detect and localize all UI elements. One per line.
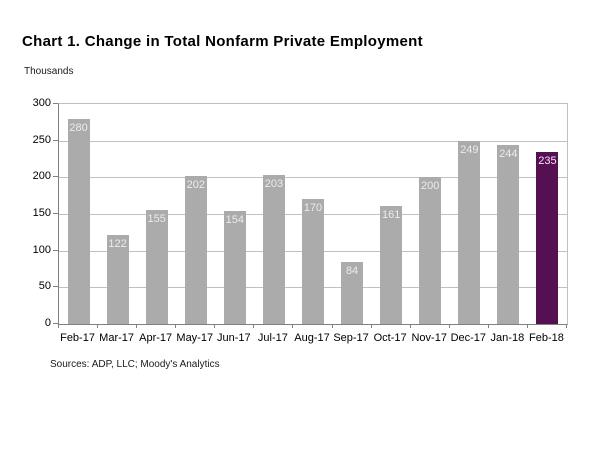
y-axis-label: 50 <box>38 280 51 293</box>
x-axis-tick <box>410 324 411 328</box>
y-axis-label: 150 <box>32 207 51 219</box>
x-axis-label: Feb-17 <box>60 332 95 344</box>
bar: 235 <box>536 151 559 324</box>
x-axis-tick <box>214 324 215 328</box>
x-axis-tick <box>253 324 254 328</box>
bar-value-label: 202 <box>186 178 205 191</box>
bar: 200 <box>419 177 442 324</box>
y-axis-units-label: Thousands <box>24 66 74 77</box>
y-axis-tick <box>53 139 58 141</box>
bar-value-label: 155 <box>147 213 166 226</box>
bar: 249 <box>458 141 481 324</box>
x-axis-label: Feb-18 <box>529 332 564 344</box>
y-axis-label: 0 <box>44 317 51 329</box>
y-axis-label: 200 <box>32 170 51 183</box>
bar: 244 <box>497 145 520 324</box>
x-axis-tick <box>97 324 98 328</box>
x-axis-tick <box>488 324 489 328</box>
bar-value-label: 84 <box>345 265 359 278</box>
x-axis-tick <box>527 324 528 328</box>
x-axis-label: Sep-17 <box>333 332 369 344</box>
x-axis-label: May-17 <box>176 332 214 344</box>
bar-value-label: 200 <box>421 180 440 193</box>
bar-value-label: 235 <box>538 154 557 167</box>
y-axis-tick <box>53 213 58 214</box>
x-axis-tick <box>58 324 59 328</box>
gridline <box>59 140 567 142</box>
y-axis-tick <box>53 176 58 178</box>
bar: 203 <box>262 175 285 324</box>
bar-value-label: 122 <box>108 237 127 250</box>
x-axis-tick <box>175 324 176 328</box>
gridline <box>59 177 567 179</box>
x-axis-label: Oct-17 <box>373 332 407 344</box>
x-axis-label: Apr-17 <box>139 332 173 344</box>
y-axis-label: 100 <box>32 243 51 256</box>
plot-area: 280 122 155 202 154 203 170 84 161 200 249 244 235 <box>58 103 568 325</box>
source-note: Sources: ADP, LLC; Moody's Analytics <box>50 359 220 370</box>
bar: 280 <box>67 118 90 324</box>
x-axis-label: Nov-17 <box>411 332 447 344</box>
bar: 202 <box>184 175 207 324</box>
bar-value-label: 154 <box>225 214 245 227</box>
y-axis-tick <box>53 249 58 251</box>
x-axis-tick <box>371 324 372 328</box>
y-axis-label: 300 <box>32 97 51 109</box>
bar: 155 <box>145 210 168 324</box>
x-axis-label: Mar-17 <box>99 332 135 344</box>
bar-value-label: 244 <box>499 148 518 161</box>
bar-value-label: 203 <box>264 178 284 191</box>
bar: 122 <box>106 234 129 324</box>
x-axis-label: Dec-17 <box>450 332 487 344</box>
x-axis-label: Jun-17 <box>217 332 251 344</box>
bar-value-label: 280 <box>69 121 88 134</box>
x-axis-label: Aug-17 <box>294 332 330 344</box>
bar: 154 <box>223 211 246 324</box>
x-axis-tick <box>136 324 137 328</box>
bar: 84 <box>341 262 364 324</box>
x-axis-tick <box>292 324 293 328</box>
bar: 170 <box>302 199 324 324</box>
bar-value-label: 249 <box>460 144 479 157</box>
y-axis-tick <box>53 286 58 288</box>
y-axis-tick <box>53 103 58 104</box>
bar: 161 <box>380 205 403 324</box>
y-axis-label: 250 <box>32 133 51 146</box>
x-axis-tick <box>566 324 567 328</box>
x-axis-tick <box>332 324 333 328</box>
bar-value-label: 161 <box>381 208 401 221</box>
x-axis-label: Jan-18 <box>490 332 525 344</box>
chart-title: Chart 1. Change in Total Nonfarm Private… <box>22 33 423 50</box>
x-axis-label: Jul-17 <box>257 332 288 344</box>
y-axis-tick <box>53 323 58 324</box>
bar-value-label: 170 <box>303 202 323 215</box>
x-axis-tick <box>449 324 450 328</box>
